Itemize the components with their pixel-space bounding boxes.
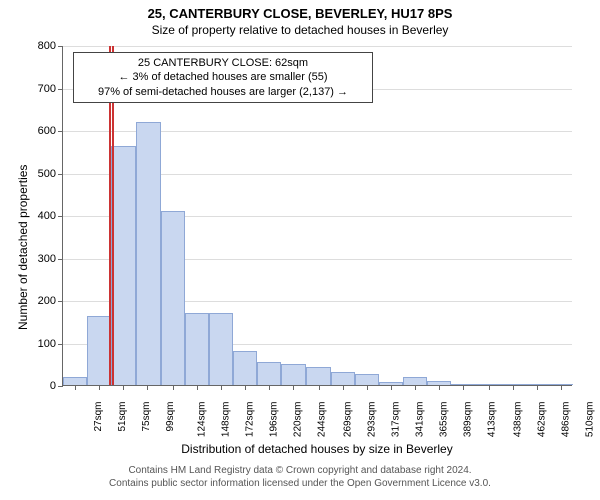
x-tick-label: 365sqm (439, 402, 450, 438)
x-tick-label: 27sqm (93, 402, 104, 432)
x-tick-mark (221, 385, 222, 390)
y-tick-label: 0 (16, 380, 56, 392)
x-tick-label: 51sqm (117, 402, 128, 432)
x-tick-label: 317sqm (390, 402, 401, 438)
x-tick-label: 124sqm (196, 402, 207, 438)
y-tick-mark (58, 89, 63, 90)
y-tick-label: 800 (16, 40, 56, 52)
credits: Contains HM Land Registry data © Crown c… (0, 464, 600, 490)
credit-line-2: Contains public sector information licen… (0, 477, 600, 490)
y-tick-mark (58, 216, 63, 217)
x-tick-mark (537, 385, 538, 390)
x-tick-label: 389sqm (463, 402, 474, 438)
x-tick-label: 220sqm (293, 402, 304, 438)
x-tick-mark (99, 385, 100, 390)
chart-title: 25, CANTERBURY CLOSE, BEVERLEY, HU17 8PS (0, 0, 600, 21)
x-tick-mark (561, 385, 562, 390)
histogram-bar (355, 374, 379, 385)
histogram-bar (306, 367, 330, 385)
histogram-bar (403, 377, 427, 385)
x-tick-label: 462sqm (536, 402, 547, 438)
y-tick-mark (58, 46, 63, 47)
info-box: 25 CANTERBURY CLOSE: 62sqm ← 3% of detac… (73, 52, 373, 103)
info-line-1: 25 CANTERBURY CLOSE: 62sqm (80, 56, 366, 70)
x-tick-label: 75sqm (141, 402, 152, 432)
histogram-bar (233, 351, 257, 385)
gridline (63, 46, 572, 47)
x-tick-mark (123, 385, 124, 390)
y-tick-mark (58, 386, 63, 387)
x-tick-mark (391, 385, 392, 390)
histogram-bar (87, 316, 111, 385)
histogram-bar (257, 362, 281, 385)
x-tick-mark (367, 385, 368, 390)
x-tick-label: 413sqm (487, 402, 498, 438)
y-tick-label: 100 (16, 338, 56, 350)
histogram-bar (331, 372, 355, 385)
x-tick-mark (173, 385, 174, 390)
histogram-bar (209, 313, 233, 385)
histogram-bar (136, 122, 160, 385)
y-tick-mark (58, 131, 63, 132)
x-tick-mark (513, 385, 514, 390)
y-tick-label: 700 (16, 83, 56, 95)
histogram-bar (161, 211, 185, 385)
y-tick-label: 600 (16, 125, 56, 137)
x-tick-mark (245, 385, 246, 390)
x-tick-label: 438sqm (512, 402, 523, 438)
x-tick-label: 148sqm (220, 402, 231, 438)
histogram-bar (281, 364, 306, 385)
x-tick-label: 510sqm (585, 402, 596, 438)
x-tick-label: 341sqm (415, 402, 426, 438)
x-tick-label: 244sqm (317, 402, 328, 438)
plot-area: 25 CANTERBURY CLOSE: 62sqm ← 3% of detac… (62, 46, 572, 386)
credit-line-1: Contains HM Land Registry data © Crown c… (0, 464, 600, 477)
x-tick-label: 99sqm (166, 402, 177, 432)
x-tick-mark (463, 385, 464, 390)
x-tick-mark (489, 385, 490, 390)
x-tick-mark (319, 385, 320, 390)
histogram-bar (111, 146, 136, 385)
chart-subtitle: Size of property relative to detached ho… (0, 21, 600, 37)
y-tick-label: 500 (16, 168, 56, 180)
y-tick-mark (58, 301, 63, 302)
chart-container: 25, CANTERBURY CLOSE, BEVERLEY, HU17 8PS… (0, 0, 600, 500)
x-tick-mark (269, 385, 270, 390)
x-tick-mark (293, 385, 294, 390)
info-line-3: 97% of semi-detached houses are larger (… (80, 85, 366, 99)
y-tick-mark (58, 344, 63, 345)
histogram-bar (63, 377, 87, 386)
x-tick-label: 269sqm (342, 402, 353, 438)
x-axis-label: Distribution of detached houses by size … (62, 442, 572, 456)
x-tick-mark (147, 385, 148, 390)
y-tick-label: 200 (16, 295, 56, 307)
x-tick-label: 172sqm (245, 402, 256, 438)
x-tick-label: 196sqm (269, 402, 280, 438)
y-tick-mark (58, 174, 63, 175)
x-tick-mark (415, 385, 416, 390)
x-tick-mark (343, 385, 344, 390)
info-line-2: ← 3% of detached houses are smaller (55) (80, 70, 366, 84)
y-tick-mark (58, 259, 63, 260)
y-tick-label: 300 (16, 253, 56, 265)
x-tick-mark (439, 385, 440, 390)
x-tick-label: 486sqm (560, 402, 571, 438)
x-tick-mark (75, 385, 76, 390)
y-tick-label: 400 (16, 210, 56, 222)
x-tick-label: 293sqm (366, 402, 377, 438)
histogram-bar (185, 313, 209, 385)
x-tick-mark (197, 385, 198, 390)
